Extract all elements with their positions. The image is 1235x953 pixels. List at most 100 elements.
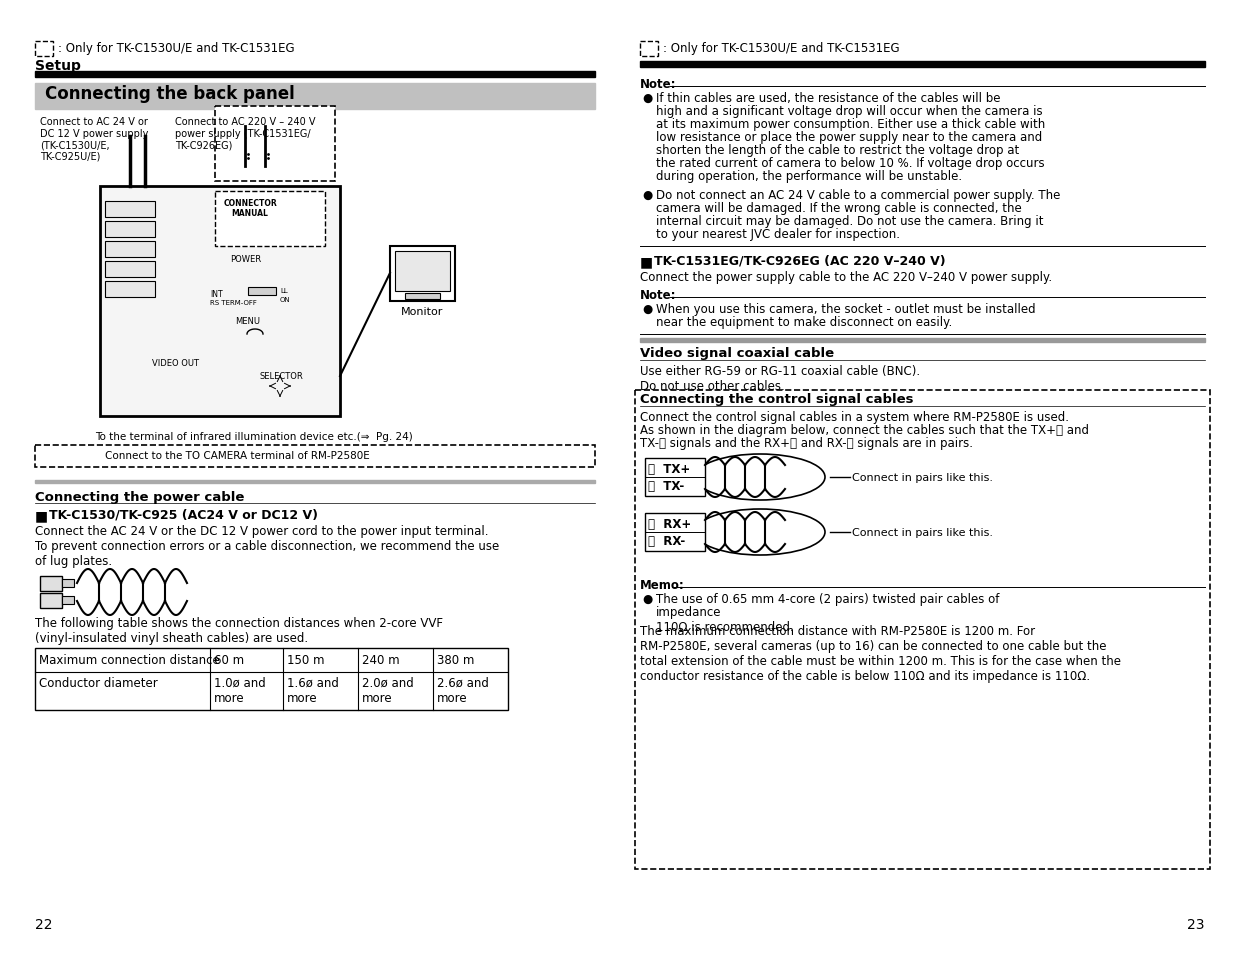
Text: ■: ■ <box>35 509 48 522</box>
Text: ●: ● <box>642 91 652 105</box>
Bar <box>645 458 705 497</box>
Text: SELECTOR: SELECTOR <box>261 372 304 380</box>
Text: Ⓒ  RX+: Ⓒ RX+ <box>648 517 692 531</box>
Text: low resistance or place the power supply near to the camera and: low resistance or place the power supply… <box>656 131 1042 144</box>
Circle shape <box>273 135 296 159</box>
Text: When you use this camera, the socket - outlet must be installed: When you use this camera, the socket - o… <box>656 303 1036 315</box>
Text: The following table shows the connection distances when 2-core VVF
(vinyl-insula: The following table shows the connection… <box>35 617 443 644</box>
Text: The maximum connection distance with RM-P2580E is 1200 m. For
RM-P2580E, several: The maximum connection distance with RM-… <box>640 624 1121 682</box>
Bar <box>635 391 1210 869</box>
Text: Maximum connection distance: Maximum connection distance <box>40 654 220 666</box>
Text: shorten the length of the cable to restrict the voltage drop at: shorten the length of the cable to restr… <box>656 144 1019 157</box>
Text: Connect the AC 24 V or the DC 12 V power cord to the power input terminal.
To pr: Connect the AC 24 V or the DC 12 V power… <box>35 524 499 567</box>
Text: Connecting the back panel: Connecting the back panel <box>44 85 295 103</box>
Text: 380 m: 380 m <box>437 654 474 666</box>
Text: 1.6ø and
more: 1.6ø and more <box>287 677 338 704</box>
Text: MANUAL: MANUAL <box>232 209 268 218</box>
Bar <box>640 338 1205 343</box>
Text: ■: ■ <box>640 254 653 269</box>
Circle shape <box>125 356 165 396</box>
Bar <box>105 242 156 257</box>
Text: Monitor: Monitor <box>401 307 443 316</box>
Text: to your nearest JVC dealer for inspection.: to your nearest JVC dealer for inspectio… <box>656 228 900 241</box>
Text: at its maximum power consumption. Either use a thick cable with: at its maximum power consumption. Either… <box>656 118 1045 131</box>
Text: POWER: POWER <box>230 254 261 264</box>
Text: TX-Ⓑ signals and the RX+Ⓒ and RX-Ⓓ signals are in pairs.: TX-Ⓑ signals and the RX+Ⓒ and RX-Ⓓ signa… <box>640 436 973 450</box>
Text: Connect in pairs like this.: Connect in pairs like this. <box>852 527 993 537</box>
Text: 60 m: 60 m <box>214 654 245 666</box>
Text: camera will be damaged. If the wrong cable is connected, the: camera will be damaged. If the wrong cab… <box>656 202 1021 214</box>
Text: : Only for TK-C1530U/E and TK-C1531EG: : Only for TK-C1530U/E and TK-C1531EG <box>58 42 295 55</box>
Bar <box>62 579 74 587</box>
Bar <box>35 446 595 468</box>
Text: Note:: Note: <box>640 289 677 302</box>
Text: Connect to the TO CAMERA terminal of RM-P2580E: Connect to the TO CAMERA terminal of RM-… <box>105 451 369 460</box>
Text: Connect in pairs like this.: Connect in pairs like this. <box>852 473 993 482</box>
Bar <box>640 42 658 57</box>
Bar <box>35 71 595 78</box>
Text: Connect the control signal cables in a system where RM-P2580E is used.: Connect the control signal cables in a s… <box>640 411 1070 423</box>
Bar <box>390 247 454 302</box>
Circle shape <box>267 374 293 399</box>
Text: 1.0ø and
more: 1.0ø and more <box>214 677 266 704</box>
Circle shape <box>133 365 157 389</box>
Circle shape <box>115 285 125 294</box>
Circle shape <box>115 225 125 234</box>
Bar <box>62 597 74 604</box>
Text: LL: LL <box>280 288 288 294</box>
Text: : Only for TK-C1530U/E and TK-C1531EG: : Only for TK-C1530U/E and TK-C1531EG <box>663 42 899 55</box>
Text: Connecting the control signal cables: Connecting the control signal cables <box>640 393 914 406</box>
Text: 2.0ø and
more: 2.0ø and more <box>362 677 414 704</box>
Circle shape <box>241 262 259 280</box>
Text: Ⓑ  TX-: Ⓑ TX- <box>648 479 684 493</box>
Text: If thin cables are used, the resistance of the cables will be: If thin cables are used, the resistance … <box>656 91 1000 105</box>
Circle shape <box>115 245 125 254</box>
Text: 22: 22 <box>35 917 53 931</box>
Text: 23: 23 <box>1188 917 1205 931</box>
Ellipse shape <box>695 455 825 500</box>
Text: Note:: Note: <box>640 78 677 91</box>
Text: near the equipment to make disconnect on easily.: near the equipment to make disconnect on… <box>656 315 952 329</box>
Text: 2.6ø and
more: 2.6ø and more <box>437 677 489 704</box>
Text: during operation, the performance will be unstable.: during operation, the performance will b… <box>656 170 962 183</box>
Text: high and a significant voltage drop will occur when the camera is: high and a significant voltage drop will… <box>656 105 1042 118</box>
Bar <box>645 514 705 552</box>
Bar <box>215 107 335 182</box>
Bar <box>35 84 595 110</box>
Bar <box>35 42 53 57</box>
Circle shape <box>46 578 56 589</box>
Bar <box>248 288 275 295</box>
Bar <box>640 62 1205 68</box>
Text: Video signal coaxial cable: Video signal coaxial cable <box>640 347 834 359</box>
Text: the rated current of camera to below 10 %. If voltage drop occurs: the rated current of camera to below 10 … <box>656 157 1045 170</box>
Circle shape <box>115 205 125 214</box>
Text: Ⓓ  RX-: Ⓓ RX- <box>648 535 685 547</box>
Text: 150 m: 150 m <box>287 654 325 666</box>
Text: To the terminal of infrared illumination device etc.(⇒  Pg. 24): To the terminal of infrared illumination… <box>95 432 412 441</box>
Text: Connect to AC 220 V – 240 V
power supply (TK-C1531EG/
TK-C926EG): Connect to AC 220 V – 240 V power supply… <box>175 117 315 150</box>
Text: ●: ● <box>642 189 652 202</box>
Text: Connect the power supply cable to the AC 220 V–240 V power supply.: Connect the power supply cable to the AC… <box>640 271 1052 284</box>
Ellipse shape <box>695 510 825 556</box>
Text: The use of 0.65 mm 4-core (2 pairs) twisted pair cables of: The use of 0.65 mm 4-core (2 pairs) twis… <box>656 593 999 605</box>
Text: Conductor diameter: Conductor diameter <box>40 677 158 689</box>
Text: ●: ● <box>642 303 652 315</box>
Bar <box>105 202 156 218</box>
Bar <box>405 294 440 299</box>
Bar <box>40 577 62 592</box>
Text: internal circuit may be damaged. Do not use the camera. Bring it: internal circuit may be damaged. Do not … <box>656 214 1044 228</box>
Text: TK-C1531EG/TK-C926EG (AC 220 V–240 V): TK-C1531EG/TK-C926EG (AC 220 V–240 V) <box>655 254 946 268</box>
Bar <box>100 187 340 416</box>
Text: Do not connect an AC 24 V cable to a commercial power supply. The: Do not connect an AC 24 V cable to a com… <box>656 189 1061 202</box>
Text: CONNECTOR: CONNECTOR <box>224 199 277 208</box>
Text: Setup: Setup <box>35 59 80 73</box>
Circle shape <box>46 596 56 606</box>
Text: impedance
110Ω is recommended.: impedance 110Ω is recommended. <box>656 605 794 634</box>
Bar <box>40 594 62 608</box>
Bar <box>105 282 156 297</box>
Bar <box>105 262 156 277</box>
Bar <box>35 648 508 710</box>
Bar <box>215 192 325 247</box>
Bar <box>105 222 156 237</box>
Bar <box>395 252 450 292</box>
